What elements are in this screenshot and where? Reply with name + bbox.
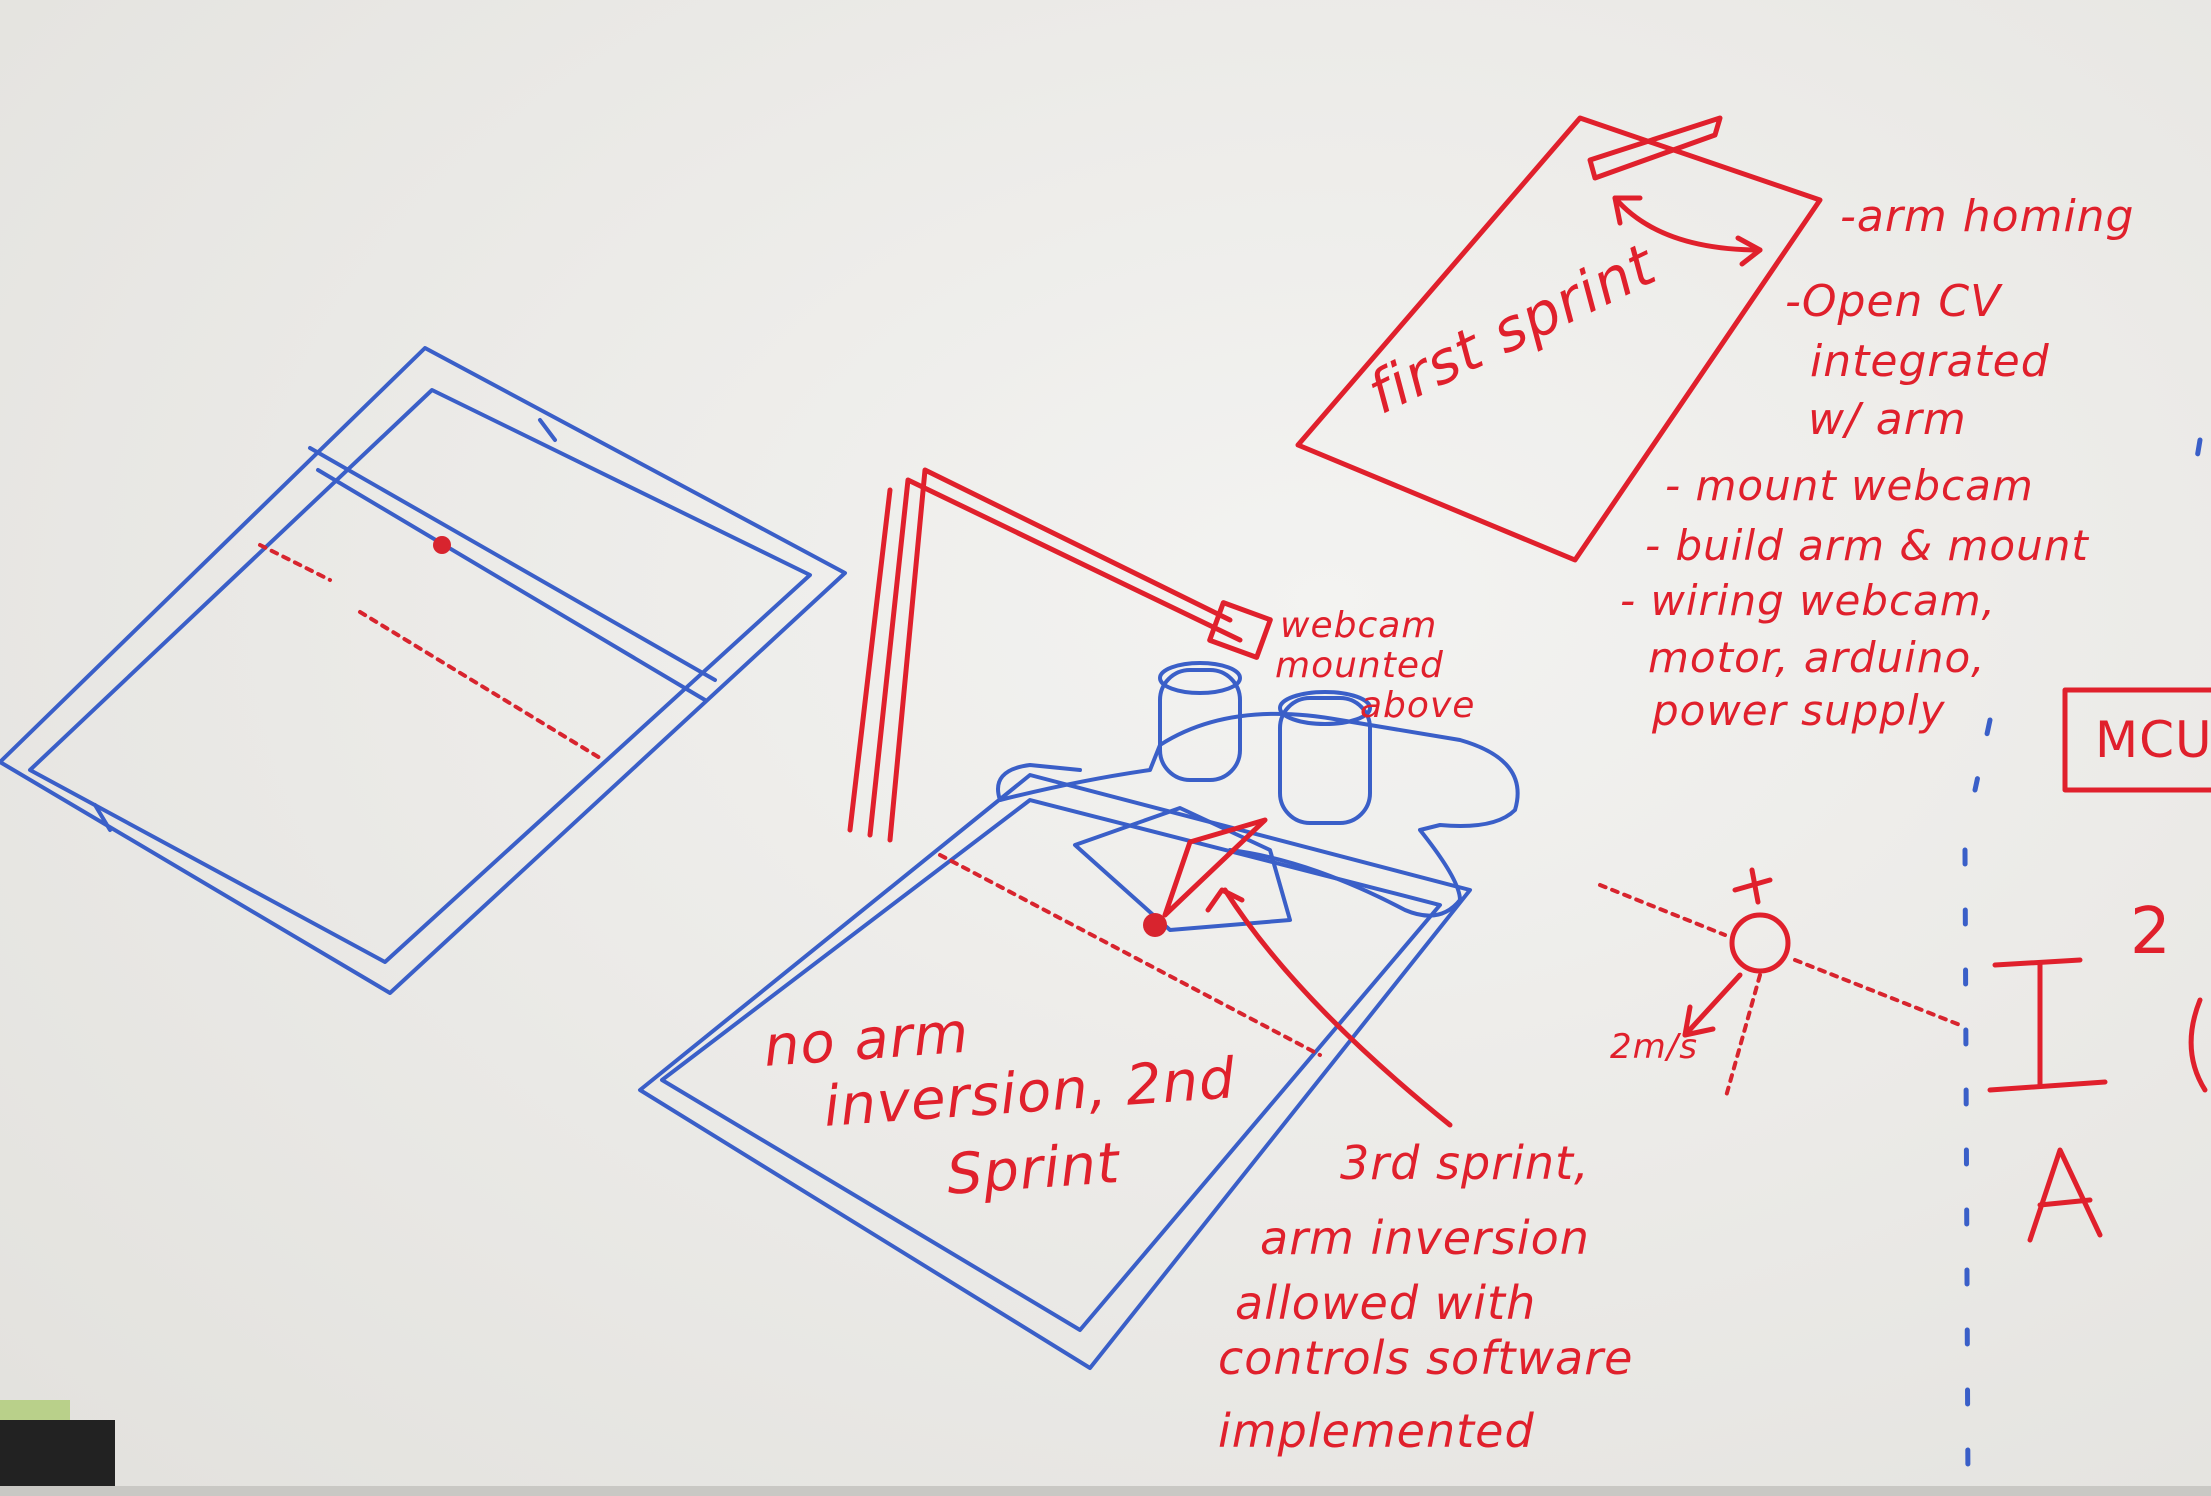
webcam-mount-sketch xyxy=(847,467,1273,843)
todo-item-5: - mount webcam xyxy=(1665,461,2034,510)
eraser xyxy=(0,1420,115,1496)
blue-divider-upper xyxy=(2192,437,2203,473)
todo-item-2: -Open CV xyxy=(1785,276,2002,327)
mcu-box xyxy=(2062,687,2211,793)
speed-label: 2m/s xyxy=(1610,1027,1698,1067)
todo-item-8: motor, arduino, xyxy=(1648,633,1986,682)
webcam-label-1: webcam xyxy=(1280,605,1438,646)
third-sprint-line-2: arm inversion xyxy=(1260,1211,1590,1265)
puck-velocity-sketch xyxy=(1598,867,1962,1102)
board-tray xyxy=(0,1486,2211,1496)
i2c-superscript: 2 xyxy=(2130,895,2172,969)
mcu-label: MCU xyxy=(2095,711,2211,769)
todo-item-6: - build arm & mount xyxy=(1645,521,2089,570)
webcam-label-3: above xyxy=(1360,685,1476,726)
todo-item-9: power supply xyxy=(1652,686,1946,735)
third-sprint-line-5: implemented xyxy=(1218,1404,1535,1458)
first-sprint-box xyxy=(1295,115,1823,563)
todo-item-3: integrated xyxy=(1810,336,2050,387)
third-sprint-line-4: controls software xyxy=(1218,1331,1634,1385)
letter-a-shape xyxy=(2027,1147,2103,1243)
blue-divider-lower xyxy=(1962,847,1971,1493)
webcam-label-2: mounted xyxy=(1275,645,1444,686)
todo-item-4: w/ arm xyxy=(1808,394,1967,445)
blue-divider-mid xyxy=(1972,717,1993,793)
left-puck-dot xyxy=(433,536,451,554)
i2c-letter-i xyxy=(1987,957,2108,1093)
third-sprint-line-3: allowed with xyxy=(1235,1276,1537,1330)
second-sprint-line-3: Sprint xyxy=(944,1130,1122,1208)
todo-item-1: -arm homing xyxy=(1840,191,2135,242)
left-table-frame-sketch xyxy=(0,346,847,995)
third-sprint-line-1: 3rd sprint, xyxy=(1340,1136,1590,1190)
second-sprint-line-1: no arm xyxy=(761,1000,972,1080)
partial-paren xyxy=(2188,997,2208,1093)
todo-item-7: - wiring webcam, xyxy=(1620,576,1997,625)
center-table-arm-sketch xyxy=(638,661,1520,1370)
